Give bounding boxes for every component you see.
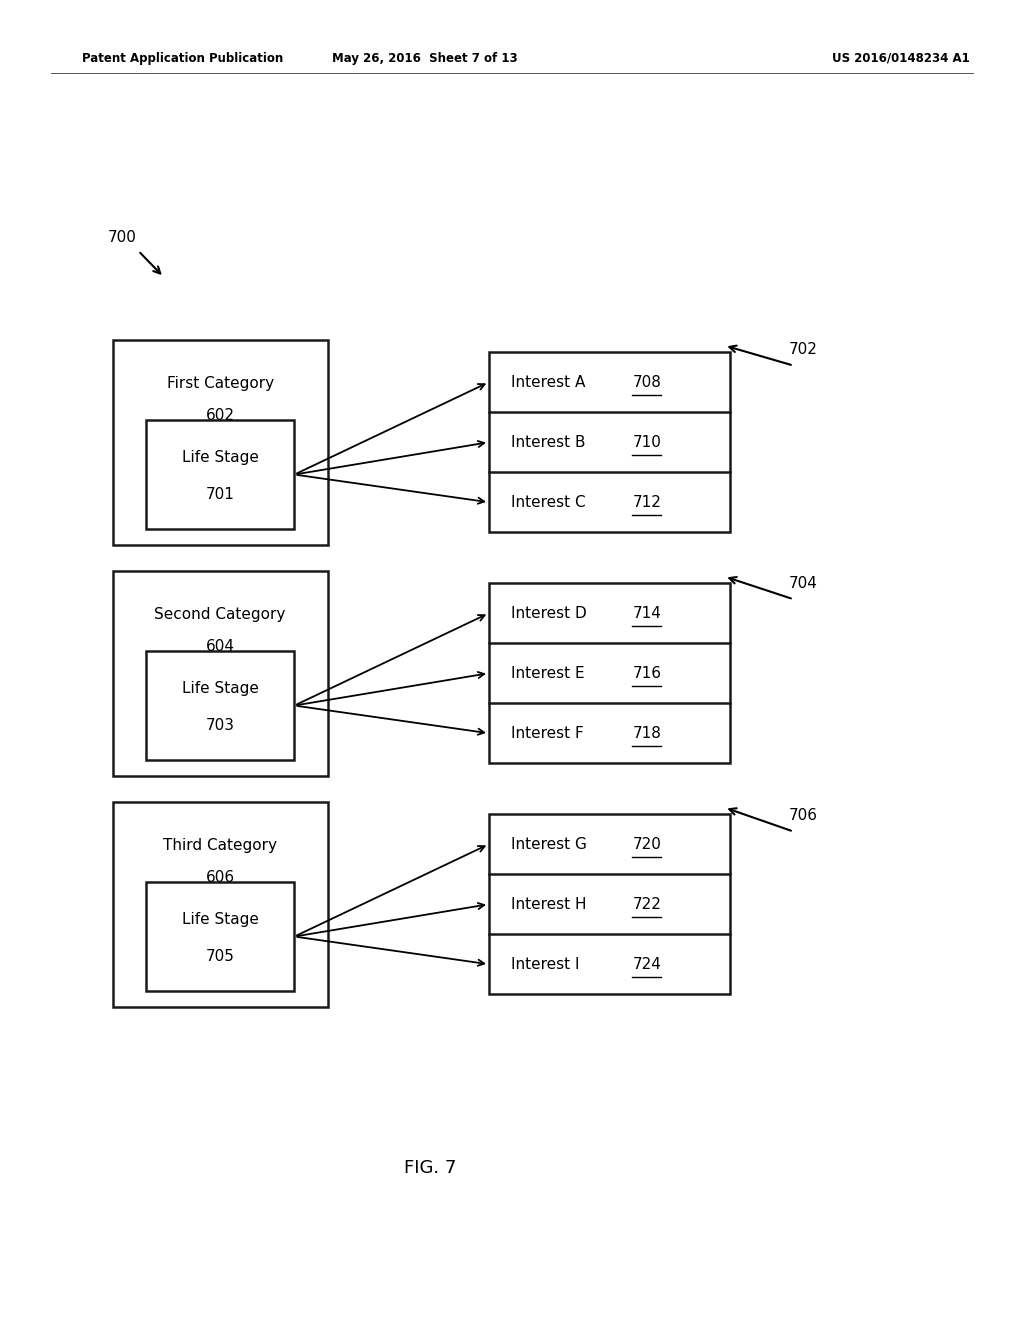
- Text: 705: 705: [206, 949, 234, 964]
- Text: Third Category: Third Category: [163, 838, 278, 853]
- Text: 702: 702: [788, 342, 817, 358]
- Text: Life Stage: Life Stage: [181, 912, 259, 927]
- Text: Interest B: Interest B: [512, 434, 586, 450]
- Text: Second Category: Second Category: [155, 607, 286, 622]
- Text: 604: 604: [206, 639, 234, 653]
- Text: Life Stage: Life Stage: [181, 681, 259, 696]
- Text: Patent Application Publication: Patent Application Publication: [82, 51, 284, 65]
- Bar: [489, 814, 729, 994]
- Text: 708: 708: [632, 375, 662, 389]
- Text: 710: 710: [632, 434, 662, 450]
- Text: 602: 602: [206, 408, 234, 422]
- Text: 701: 701: [206, 487, 234, 502]
- Bar: [146, 883, 295, 990]
- Text: 724: 724: [632, 957, 662, 972]
- Bar: [113, 803, 328, 1006]
- Bar: [146, 652, 295, 759]
- Text: Interest E: Interest E: [512, 665, 585, 681]
- Text: 716: 716: [632, 665, 662, 681]
- Text: Life Stage: Life Stage: [181, 450, 259, 465]
- Text: First Category: First Category: [167, 376, 273, 391]
- Bar: [113, 339, 328, 544]
- Text: 706: 706: [788, 808, 817, 824]
- Text: 606: 606: [206, 870, 234, 884]
- Text: Interest I: Interest I: [512, 957, 580, 972]
- Bar: [113, 570, 328, 776]
- Bar: [146, 420, 295, 528]
- Text: May 26, 2016  Sheet 7 of 13: May 26, 2016 Sheet 7 of 13: [332, 51, 518, 65]
- Text: 720: 720: [632, 837, 662, 851]
- Text: Interest G: Interest G: [512, 837, 588, 851]
- Bar: [489, 583, 729, 763]
- Text: Interest A: Interest A: [512, 375, 586, 389]
- Text: 700: 700: [108, 230, 136, 246]
- Text: 718: 718: [632, 726, 662, 741]
- Text: 712: 712: [632, 495, 662, 510]
- Text: Interest C: Interest C: [512, 495, 586, 510]
- Text: Interest D: Interest D: [512, 606, 587, 620]
- Text: 714: 714: [632, 606, 662, 620]
- Bar: [489, 352, 729, 532]
- Text: Interest H: Interest H: [512, 896, 587, 912]
- Text: 722: 722: [632, 896, 662, 912]
- Text: US 2016/0148234 A1: US 2016/0148234 A1: [833, 51, 970, 65]
- Text: FIG. 7: FIG. 7: [403, 1159, 457, 1177]
- Text: 704: 704: [788, 576, 817, 591]
- Text: 703: 703: [206, 718, 234, 733]
- Text: Interest F: Interest F: [512, 726, 585, 741]
